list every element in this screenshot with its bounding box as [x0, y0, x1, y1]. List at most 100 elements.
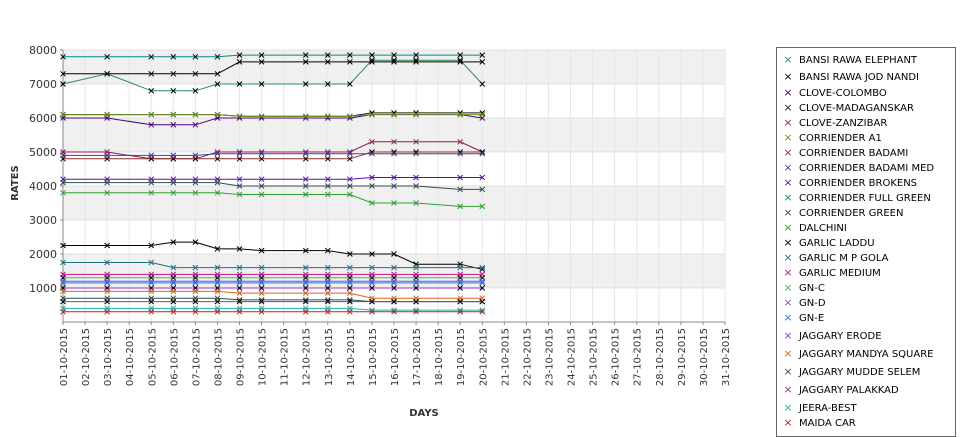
- data-point: [214, 280, 221, 286]
- data-point: [258, 59, 265, 65]
- data-point: [413, 174, 419, 181]
- legend-item: × MAIDA CAR: [781, 415, 856, 431]
- y-tick-label: 1000: [29, 282, 57, 295]
- data-point: [60, 70, 66, 77]
- x-tick-label: 03-10-2015: [103, 328, 114, 386]
- legend-label: GARLIC LADDU: [799, 238, 875, 249]
- data-point: [457, 111, 464, 118]
- legend-item: × JAGGARY PALAKKAD: [781, 382, 899, 398]
- data-point: [347, 191, 353, 198]
- data-point: [324, 280, 331, 286]
- data-point: [391, 138, 397, 145]
- data-point: [214, 53, 221, 60]
- data-point: [302, 52, 309, 58]
- legend-label: CORRIENDER GREEN: [799, 208, 904, 219]
- data-point: [391, 150, 397, 157]
- data-point: [60, 280, 66, 286]
- data-point: [214, 150, 221, 157]
- legend-item: × JAGGARY MUDDE SELEM: [781, 364, 920, 380]
- data-point: [236, 113, 243, 120]
- data-point: [236, 81, 243, 87]
- data-point: [369, 251, 375, 257]
- x-tick-label: 16-10-2015: [390, 328, 401, 386]
- data-point: [148, 242, 155, 249]
- series-line: [63, 114, 483, 117]
- series-line: [63, 151, 483, 160]
- data-point: [192, 70, 199, 77]
- legend-marker-icon: ×: [783, 161, 793, 174]
- data-point: [148, 152, 155, 159]
- legend-label: CLOVE-MADAGANSKAR: [799, 103, 914, 114]
- legend-label: CLOVE-ZANZIBAR: [799, 118, 888, 129]
- legend-marker-icon: ×: [783, 416, 793, 429]
- data-point: [413, 298, 419, 305]
- data-point: [214, 155, 221, 162]
- data-point: [479, 308, 486, 315]
- data-point: [60, 152, 66, 159]
- legend-item: × DALCHINI: [781, 220, 847, 236]
- data-point: [148, 111, 155, 118]
- data-point: [170, 298, 177, 305]
- data-point: [369, 138, 375, 145]
- x-tick-label: 29-10-2015: [677, 328, 688, 386]
- x-tick-label: 06-10-2015: [169, 328, 180, 386]
- data-point: [148, 179, 155, 186]
- series-line: [63, 307, 483, 311]
- legend-marker-icon: ×: [783, 86, 793, 99]
- data-point: [148, 280, 155, 286]
- x-tick-label: 01-10-2015: [59, 328, 70, 386]
- legend-marker-icon: ×: [783, 191, 793, 204]
- x-tick-label: 24-10-2015: [567, 328, 578, 386]
- data-point: [104, 298, 110, 305]
- data-point: [236, 264, 243, 271]
- legend-label: JAGGARY PALAKKAD: [799, 385, 899, 396]
- data-point: [60, 242, 66, 249]
- data-point: [479, 280, 486, 286]
- legend-label: CORRIENDER BROKENS: [799, 178, 918, 189]
- legend-marker-icon: ×: [783, 401, 793, 414]
- data-point: [104, 242, 110, 249]
- data-point: [170, 121, 177, 128]
- data-point: [302, 308, 309, 315]
- data-point: [236, 191, 243, 198]
- legend-marker-icon: ×: [783, 329, 793, 342]
- data-point: [60, 298, 66, 305]
- data-point: [236, 59, 243, 65]
- data-point: [324, 113, 331, 120]
- data-point: [479, 150, 486, 157]
- legend-item: × CORRIENDER GREEN: [781, 205, 903, 221]
- data-point: [60, 179, 66, 186]
- data-point: [457, 280, 464, 286]
- x-tick-label: 08-10-2015: [213, 328, 224, 386]
- data-point: [170, 87, 177, 94]
- series-line: [63, 297, 483, 303]
- data-point: [60, 308, 66, 315]
- data-point: [258, 183, 265, 189]
- data-point: [170, 308, 177, 315]
- legend-label: JAGGARY MANDYA SQUARE: [799, 349, 934, 360]
- data-point: [192, 111, 199, 118]
- series-line: [63, 262, 483, 269]
- data-point: [104, 53, 110, 60]
- data-point: [214, 264, 221, 271]
- data-point: [347, 290, 353, 296]
- data-point: [258, 280, 265, 286]
- legend-label: MAIDA CAR: [799, 418, 856, 429]
- x-tick-label: 17-10-2015: [412, 328, 423, 386]
- data-point: [104, 70, 110, 77]
- data-point: [347, 150, 353, 157]
- data-point: [258, 285, 265, 291]
- data-point: [214, 288, 221, 295]
- legend-label: GARLIC M P GOLA: [799, 253, 889, 264]
- data-point: [214, 246, 221, 252]
- series-line: [63, 192, 483, 207]
- data-point: [148, 121, 155, 128]
- data-point: [60, 189, 66, 196]
- data-point: [457, 138, 464, 145]
- data-point: [236, 246, 243, 252]
- x-axis-title: DAYS: [409, 408, 439, 419]
- data-point: [302, 81, 309, 87]
- data-point: [192, 239, 199, 245]
- data-point: [192, 189, 199, 196]
- legend-label: DALCHINI: [799, 223, 847, 234]
